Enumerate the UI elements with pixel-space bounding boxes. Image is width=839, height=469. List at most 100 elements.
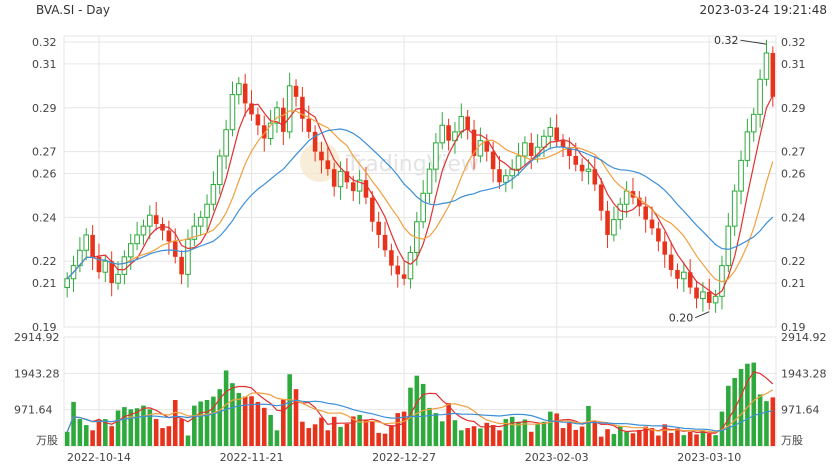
candle-body-up — [731, 190, 738, 227]
volume-bar — [153, 419, 159, 446]
candle-body-up — [121, 256, 128, 275]
volume-bar — [414, 375, 420, 446]
symbol-title: BVA.SI - Day — [36, 3, 110, 17]
candle-body-down — [662, 241, 668, 255]
candle-body-down — [96, 256, 102, 273]
candle-body-down — [560, 140, 566, 148]
volume-bar — [122, 407, 127, 446]
candle-body-up — [204, 203, 210, 218]
candle-body-down — [567, 147, 572, 156]
candle-body-down — [446, 125, 451, 141]
price-tick-right-0: 0.32 — [781, 36, 806, 49]
volume-bar — [471, 426, 477, 446]
volume-bar — [71, 401, 76, 446]
candle-body-up — [274, 107, 280, 124]
date-tick-0: 2022-10-14 — [67, 451, 131, 464]
candle-body-down — [363, 180, 369, 198]
candle-body-up — [216, 155, 223, 185]
volume-bar — [287, 374, 292, 446]
volume-bar — [166, 426, 172, 446]
price-tick-right-2: 0.29 — [781, 102, 806, 115]
volume-bar — [503, 419, 509, 446]
volume-tick-left-2: 971.64 — [14, 404, 53, 417]
candle-body-up — [83, 234, 90, 251]
volume-bar — [592, 422, 598, 446]
volume-bar — [516, 421, 521, 446]
volume-bar — [344, 423, 350, 446]
volume-bar — [242, 396, 248, 446]
candle-body-down — [497, 169, 502, 183]
volume-bar — [764, 401, 769, 446]
volume-bar — [605, 429, 610, 446]
candle-body-up — [236, 83, 242, 96]
volume-bar — [745, 363, 750, 446]
candle-body-up — [267, 122, 274, 139]
candle-body-down — [344, 171, 350, 183]
candle-body-up — [407, 251, 414, 280]
volume-bar — [370, 421, 375, 446]
candle-body-up — [585, 168, 592, 172]
candle-body-up — [712, 295, 719, 304]
volume-bar — [662, 424, 668, 446]
candle-body-down — [249, 103, 254, 115]
volume-bar — [528, 431, 534, 446]
volume-bar — [598, 436, 604, 446]
volume-bar — [198, 401, 203, 446]
volume-bar — [554, 413, 559, 446]
candle-body-up — [134, 234, 140, 245]
candle-body-up — [197, 216, 204, 227]
candle-body-up — [147, 214, 153, 227]
volume-bar — [484, 422, 490, 446]
volume-bar — [141, 405, 146, 446]
candle-body-down — [172, 241, 178, 257]
candle-body-down — [694, 287, 699, 299]
candle-body-up — [286, 85, 293, 133]
price-ma-long-line — [66, 128, 774, 280]
volume-bar — [541, 421, 547, 446]
price-tick-right-5: 0.24 — [781, 211, 806, 224]
candle-body-down — [395, 265, 401, 275]
candle-body-up — [426, 168, 433, 194]
price-tick-right-3: 0.27 — [781, 146, 806, 159]
date-tick-1: 2022-11-21 — [220, 451, 284, 464]
candle-body-down — [598, 184, 604, 211]
volume-bar — [109, 426, 114, 446]
price-tick-right-1: 0.31 — [781, 58, 806, 71]
volume-bar — [217, 389, 223, 446]
date-tick-2: 2022-12-27 — [372, 451, 436, 464]
candle-body-down — [261, 125, 267, 139]
volume-bar — [211, 396, 216, 446]
volume-bar — [268, 414, 273, 446]
volume-bar — [395, 413, 401, 446]
price-tick-right-4: 0.26 — [781, 168, 806, 181]
candle-body-down — [528, 142, 534, 156]
candle-body-up — [725, 225, 732, 267]
candle-body-up — [681, 271, 687, 280]
volume-bar — [700, 430, 706, 446]
volume-bar — [643, 426, 648, 446]
max-annotation-line — [740, 39, 767, 45]
candle-body-up — [750, 113, 757, 133]
price-tick-right-6: 0.22 — [781, 255, 806, 268]
candle-body-up — [452, 131, 458, 142]
volume-tick-right-0: 2914.92 — [781, 331, 827, 344]
volume-bar — [478, 428, 483, 446]
price-tick-left-1: 0.31 — [32, 58, 57, 71]
candle-body-down — [350, 182, 356, 192]
volume-bar — [757, 394, 763, 446]
volume-bar — [490, 425, 496, 446]
date-tick-3: 2023-02-03 — [525, 451, 589, 464]
volume-bar — [751, 362, 757, 446]
candle-body-up — [515, 155, 522, 170]
candle-body-down — [306, 118, 312, 132]
volume-bar — [77, 419, 83, 446]
volume-tick-right-2: 971.64 — [781, 404, 820, 417]
volume-bar — [331, 416, 337, 446]
price-tick-left-0: 0.32 — [32, 36, 57, 49]
volume-bar — [548, 411, 553, 446]
volume-bar — [706, 433, 712, 446]
candle-body-down — [153, 215, 159, 224]
volume-bar — [420, 383, 426, 446]
price-tick-left-6: 0.22 — [32, 255, 57, 268]
price-ma-short-line — [66, 94, 774, 297]
